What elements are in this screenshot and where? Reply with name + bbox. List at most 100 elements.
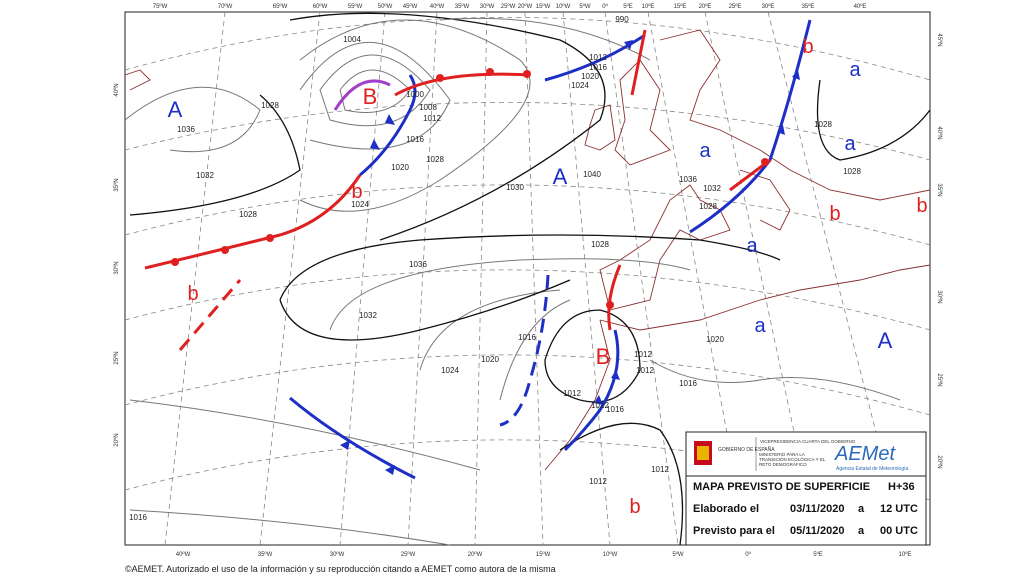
map-title: MAPA PREVISTO DE SUPERFICIE bbox=[693, 481, 870, 493]
isobar-label: 1028 bbox=[814, 120, 832, 129]
pressure-center: b bbox=[802, 36, 813, 58]
isobar-label: 1012 bbox=[563, 389, 581, 398]
longitude-label: 45ºW bbox=[403, 3, 418, 10]
longitude-label: 30ºW bbox=[330, 551, 345, 558]
info-cell: 00 UTC bbox=[880, 525, 918, 537]
longitude-label: 10ºW bbox=[556, 3, 571, 10]
longitude-label: 35ºE bbox=[802, 3, 815, 10]
longitude-label: 5ºW bbox=[672, 551, 684, 558]
isobar-label: 1020 bbox=[481, 355, 499, 364]
isobar-label: 1030 bbox=[506, 183, 524, 192]
isobar-label: 1000 bbox=[406, 90, 424, 99]
isobar-label: 990 bbox=[615, 15, 629, 24]
longitude-label: 20ºW bbox=[518, 3, 533, 10]
pressure-center: b bbox=[629, 496, 640, 518]
pressure-center: a bbox=[746, 235, 758, 257]
pressure-center: B bbox=[596, 344, 611, 369]
isobar-label: 1016 bbox=[589, 63, 607, 72]
longitude-label: 60ºW bbox=[313, 3, 328, 10]
longitude-label: 50ºW bbox=[378, 3, 393, 10]
ministry: MINISTERIO PARA LA TRANSICIÓN ECOLÓGICA … bbox=[759, 452, 826, 467]
isobar-label: 1008 bbox=[419, 103, 437, 112]
pressure-center: a bbox=[849, 59, 861, 81]
isobar-label: 1020 bbox=[706, 335, 724, 344]
longitude-label: 30ºE bbox=[762, 3, 775, 10]
longitude-label: 20ºW bbox=[468, 551, 483, 558]
isobar-label: 1004 bbox=[343, 35, 361, 44]
isobar-label: 1028 bbox=[426, 155, 444, 164]
longitude-label: 20ºE bbox=[699, 3, 712, 10]
isobar-label: 1032 bbox=[703, 184, 721, 193]
longitude-label: 35ºW bbox=[258, 551, 273, 558]
isobar-label: 1012 bbox=[634, 350, 652, 359]
longitude-label: 5ºE bbox=[623, 3, 633, 10]
agency-name: Agencia Estatal de Meteorología bbox=[836, 466, 908, 472]
isobar-label: 1012 bbox=[589, 53, 607, 62]
isobar-label: 1032 bbox=[359, 311, 377, 320]
latitude-label: 45ºN bbox=[936, 33, 943, 46]
longitude-label: 15ºW bbox=[536, 3, 551, 10]
latitude-label: 20ºN bbox=[936, 455, 943, 468]
info-cell: Elaborado el bbox=[693, 503, 759, 515]
longitude-label: 65ºW bbox=[273, 3, 288, 10]
info-cell: 03/11/2020 bbox=[790, 503, 844, 515]
isobar-label: 1028 bbox=[843, 167, 861, 176]
longitude-label: 40ºW bbox=[430, 3, 445, 10]
longitude-label: 35ºW bbox=[455, 3, 470, 10]
agency-logo: AEMet bbox=[834, 443, 896, 465]
isobar-label: 1016 bbox=[518, 333, 536, 342]
latitude-label: 25ºN bbox=[113, 351, 120, 364]
latitude-label: 40ºN bbox=[113, 83, 120, 96]
longitude-label: 25ºW bbox=[401, 551, 416, 558]
government: GOBIERNO DE ESPAÑA bbox=[718, 446, 775, 453]
latitude-label: 25ºN bbox=[936, 373, 943, 386]
longitude-label: 55ºW bbox=[348, 3, 363, 10]
longitude-label: 10ºE bbox=[642, 3, 655, 10]
longitude-label: 15ºW bbox=[536, 551, 551, 558]
fronts bbox=[144, 19, 812, 480]
pressure-center: B bbox=[363, 84, 378, 109]
isobar-label: 1020 bbox=[581, 72, 599, 81]
longitude-label: 5ºE bbox=[813, 551, 823, 558]
isobar-label: 1028 bbox=[699, 202, 717, 211]
pressure-center: b bbox=[916, 195, 927, 217]
info-cell: 05/11/2020 bbox=[790, 525, 844, 537]
latitude-label: 30ºN bbox=[113, 261, 120, 274]
isobar-label: 1028 bbox=[261, 101, 279, 110]
isobar-label: 1040 bbox=[583, 170, 601, 179]
info-cell: 12 UTC bbox=[880, 503, 918, 515]
isobar-label: 1028 bbox=[591, 240, 609, 249]
vicepresidency: VICEPRESIDENCIA CUARTA DEL GOBIERNO bbox=[760, 439, 856, 444]
isobar-label: 1012 bbox=[651, 465, 669, 474]
isobar-label: 1032 bbox=[196, 171, 214, 180]
longitude-label: 15ºE bbox=[674, 3, 687, 10]
latitude-label: 35ºN bbox=[113, 178, 120, 191]
isobars bbox=[124, 12, 931, 546]
pressure-center: A bbox=[878, 328, 893, 353]
pressure-center: b bbox=[187, 283, 198, 305]
longitude-label: 75ºW bbox=[153, 3, 168, 10]
longitude-label: 70ºW bbox=[218, 3, 233, 10]
longitude-label: 40ºW bbox=[176, 551, 191, 558]
isobar-label: 1012 bbox=[589, 477, 607, 486]
longitude-label: 25ºW bbox=[501, 3, 516, 10]
pressure-center: A bbox=[553, 164, 568, 189]
isobar-label: 1036 bbox=[177, 125, 195, 134]
pressure-center: a bbox=[754, 315, 766, 337]
isobar-label: 1012 bbox=[636, 366, 654, 375]
isobar-label: 1016 bbox=[406, 135, 424, 144]
info-box: GOBIERNO DE ESPAÑA VICEPRESIDENCIA CUART… bbox=[685, 431, 927, 546]
pressure-center: a bbox=[699, 140, 711, 162]
latitude-label: 20ºN bbox=[113, 433, 120, 446]
longitude-label: 10ºW bbox=[603, 551, 618, 558]
info-cell: a bbox=[858, 503, 865, 515]
longitude-label: 40ºE bbox=[854, 3, 867, 10]
isobar-label: 1020 bbox=[391, 163, 409, 172]
isobar-label: 1012 bbox=[591, 401, 609, 410]
isobar-label: 1016 bbox=[679, 379, 697, 388]
latitude-label: 35ºN bbox=[936, 183, 943, 196]
info-cell: Previsto para el bbox=[693, 525, 775, 537]
pressure-center: a bbox=[844, 133, 856, 155]
isobar-label: 1024 bbox=[351, 200, 369, 209]
